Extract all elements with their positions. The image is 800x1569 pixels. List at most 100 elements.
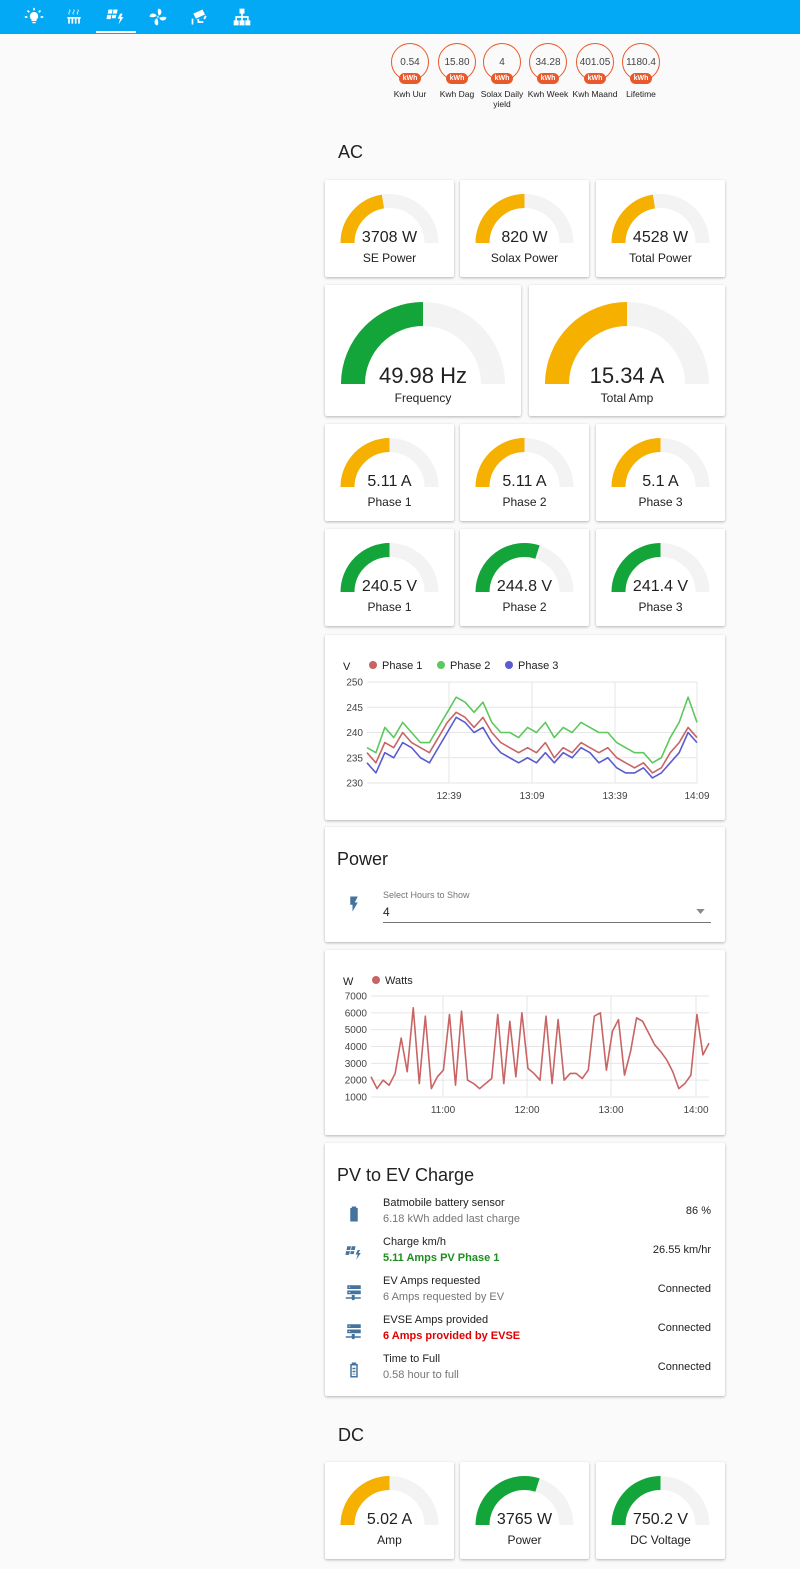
gauge-card[interactable]: 244.8 V Phase 2: [460, 529, 589, 626]
x-tick-label: 13:00: [598, 1105, 623, 1116]
x-tick-label: 14:00: [683, 1105, 708, 1116]
x-tick-label: 12:00: [514, 1105, 539, 1116]
gauge-card[interactable]: 820 W Solax Power: [460, 180, 589, 277]
y-axis-label: V: [343, 661, 351, 673]
gauge-fill: [611, 438, 661, 488]
power-history-card: W 1000 2000 3000 4000 5000 6000 7000 11:00 12:00 1…: [325, 950, 725, 1135]
y-tick-label: 7000: [345, 992, 368, 1003]
gauge-value: 49.98 Hz: [378, 363, 468, 388]
entity-row[interactable]: Time to Full 0.58 hour to full Connected: [325, 1351, 725, 1390]
gauge-card[interactable]: 241.4 V Phase 3: [596, 529, 725, 626]
y-tick-label: 240: [346, 728, 363, 739]
entity-secondary: 5.11 Amps PV Phase 1: [383, 1252, 500, 1264]
gauge-card[interactable]: 240.5 V Phase 1: [325, 529, 454, 626]
entity-name: Batmobile battery sensor: [383, 1197, 505, 1209]
sensor-badge[interactable]: 15.80 kWh Kwh Dag: [436, 43, 478, 113]
gauge-card[interactable]: 5.11 A Phase 2: [460, 424, 589, 521]
solar-power-icon: [106, 9, 124, 25]
gauge-card[interactable]: 3708 W SE Power: [325, 180, 454, 277]
sensor-badge[interactable]: 1180.4 kWh Lifetime: [620, 43, 662, 113]
gauge-name: Phase 2: [502, 600, 547, 614]
power-card: Power Select Hours to Show 4: [325, 827, 725, 942]
gauge-card[interactable]: 4528 W Total Power: [596, 180, 725, 277]
entity-name: Time to Full: [383, 1353, 441, 1365]
gauge-arc: [611, 194, 710, 244]
y-axis-label: W: [343, 976, 354, 988]
tab-climate[interactable]: [138, 0, 178, 34]
sensor-badge[interactable]: 4 kWh Solax Daily yield: [481, 43, 523, 113]
badge-label: Solax Daily yield: [480, 89, 524, 109]
y-tick-label: 4000: [345, 1042, 368, 1053]
gauge-card[interactable]: 5.02 A Amp: [325, 1462, 454, 1559]
gauge-fill: [475, 438, 525, 488]
cctv-icon: [191, 9, 207, 25]
series-line: [370, 1006, 710, 1090]
gauge-card[interactable]: 750.2 V DC Voltage: [596, 1462, 725, 1559]
entity-state: 86 %: [685, 1205, 711, 1217]
gauge-name: Phase 3: [638, 600, 683, 614]
gauge-name: DC Voltage: [630, 1533, 691, 1547]
gauge-name: Phase 1: [367, 600, 412, 614]
hours-select-value: 4: [383, 905, 390, 919]
badge-unit: kWh: [537, 73, 559, 84]
badge-unit: kWh: [446, 73, 468, 84]
gauge-value: 3765 W: [496, 1511, 553, 1528]
y-tick-label: 230: [346, 779, 363, 790]
y-tick-label: 1000: [345, 1093, 368, 1104]
y-tick-label: 2000: [345, 1076, 368, 1087]
badge-label: Kwh Uur: [393, 89, 427, 99]
entity-state: Connected: [657, 1361, 711, 1373]
entity-row[interactable]: EV Amps requested 6 Amps requested by EV C…: [325, 1273, 725, 1312]
legend-label[interactable]: Phase 2: [450, 660, 490, 672]
gauge-arc: [545, 302, 709, 385]
gauge-value: 5.11 A: [367, 473, 412, 490]
y-tick-label: 5000: [345, 1025, 368, 1036]
tab-lights[interactable]: [14, 0, 54, 34]
gauge-arc: [611, 543, 710, 593]
badge-value: 15.80: [438, 43, 476, 81]
tab-cameras[interactable]: [180, 0, 220, 34]
gauge-value: 750.2 V: [632, 1511, 689, 1528]
sensor-badge[interactable]: 34.28 kWh Kwh Week: [527, 43, 569, 113]
x-tick-label: 13:39: [602, 791, 627, 802]
badge-value: 34.28: [529, 43, 567, 81]
gauge-arc: [340, 438, 439, 488]
gauge-card[interactable]: 5.11 A Phase 1: [325, 424, 454, 521]
gauge-arc: [611, 438, 710, 488]
gauge-fill: [340, 438, 390, 488]
gauge-card[interactable]: 3765 W Power: [460, 1462, 589, 1559]
hours-select[interactable]: Select Hours to Show 4: [383, 887, 711, 923]
legend-dot: [369, 661, 377, 669]
gauge-value: 4528 W: [632, 229, 689, 246]
entity-row[interactable]: EVSE Amps provided 6 Amps provided by EVS…: [325, 1312, 725, 1351]
gauge-name: Phase 2: [502, 495, 547, 509]
gauge-card[interactable]: 5.1 A Phase 3: [596, 424, 725, 521]
entity-state: 26.55 km/hr: [652, 1244, 711, 1256]
entity-row[interactable]: Batmobile battery sensor 6.18 kWh added l…: [325, 1195, 725, 1234]
legend-label[interactable]: Watts: [385, 975, 413, 987]
gauge-arc: [475, 1476, 574, 1526]
gauge-arc: [475, 438, 574, 488]
tab-heating[interactable]: [54, 0, 94, 34]
gauge-name: Amp: [377, 1533, 402, 1547]
legend-label[interactable]: Phase 3: [518, 660, 558, 672]
sensor-badge[interactable]: 0.54 kWh Kwh Uur: [389, 43, 431, 113]
y-tick-label: 235: [346, 753, 363, 764]
badge-unit: kWh: [630, 73, 652, 84]
tab-energy[interactable]: [96, 0, 136, 34]
gauge-value: 5.02 A: [366, 1511, 413, 1528]
badge-label: Kwh Dag: [439, 89, 475, 99]
entity-row[interactable]: Charge km/h 5.11 Amps PV Phase 1 26.55 km/…: [325, 1234, 725, 1273]
y-tick-label: 6000: [345, 1008, 368, 1019]
legend-label[interactable]: Phase 1: [382, 660, 422, 672]
gauge-fill: [340, 1476, 390, 1526]
gauge-fill: [475, 543, 540, 593]
series-line: [366, 711, 698, 774]
entity-state: Connected: [657, 1322, 711, 1334]
tab-network[interactable]: [222, 0, 262, 34]
gauge-card[interactable]: 49.98 Hz Frequency: [325, 285, 521, 416]
solar-power-icon: [345, 1244, 363, 1262]
gauge-card[interactable]: 15.34 A Total Amp: [529, 285, 725, 416]
sensor-badge[interactable]: 401.05 kWh Kwh Maand: [573, 43, 617, 113]
server-network-icon: [345, 1283, 363, 1301]
